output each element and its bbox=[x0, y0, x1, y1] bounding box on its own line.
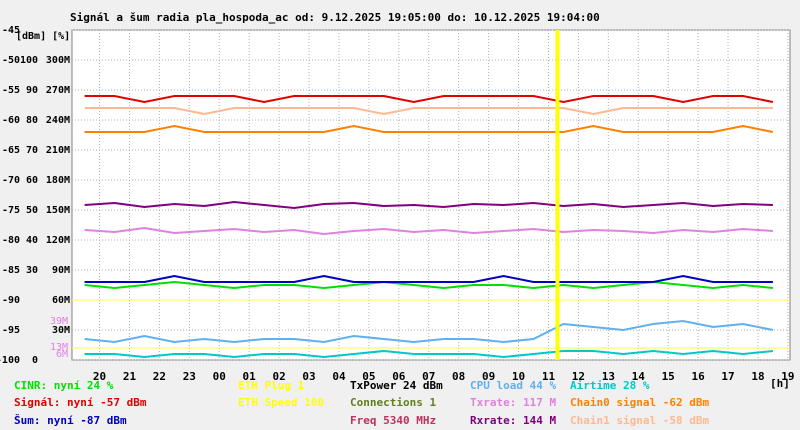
y2-tick-label: 90 bbox=[26, 85, 38, 96]
y2-tick-label: 70 bbox=[26, 145, 38, 156]
rate-annotation: 39M bbox=[50, 316, 68, 327]
x-tick-label: 05 bbox=[362, 370, 375, 383]
legend-info: ETH Plug 1 bbox=[238, 379, 305, 392]
y3-tick-label: 150M bbox=[46, 205, 70, 216]
legend-entry: CINR: nyní 24 % bbox=[14, 379, 114, 392]
series-line bbox=[84, 349, 773, 359]
y-tick-label: -85 bbox=[2, 265, 20, 276]
y3-tick-label: 60M bbox=[52, 295, 70, 306]
legend-entry: Chain0 signal -62 dBm bbox=[570, 396, 709, 409]
x-tick-label: 15 bbox=[662, 370, 675, 383]
y-unit-label: [dBm] [%] bbox=[16, 31, 70, 42]
y-tick-label: -95 bbox=[2, 325, 20, 336]
x-tick-label: 19 bbox=[781, 370, 794, 383]
y2-tick-label: 80 bbox=[26, 115, 38, 126]
legend-info: ETH Speed 100 bbox=[238, 396, 324, 409]
y-tick-label: -90 bbox=[2, 295, 20, 306]
legend-info: Freq 5340 MHz bbox=[350, 414, 436, 427]
legend-entry: Txrate: 117 M bbox=[470, 396, 556, 409]
y-tick-label: -70 bbox=[2, 175, 20, 186]
y2-tick-label: 50 bbox=[26, 205, 38, 216]
x-tick-label: 17 bbox=[721, 370, 734, 383]
x-tick-label: 07 bbox=[422, 370, 435, 383]
legend-entry: Airtime 28 % bbox=[570, 379, 650, 392]
legend-info: TxPower 24 dBm bbox=[350, 379, 443, 392]
y2-tick-label: 60 bbox=[26, 175, 38, 186]
x-tick-label: 12 bbox=[572, 370, 585, 383]
x-tick-label: 01 bbox=[243, 370, 257, 383]
y3-tick-label: 90M bbox=[52, 265, 70, 276]
legend-entry: Chain1 signal -58 dBm bbox=[570, 414, 709, 427]
y-tick-label: -65 bbox=[2, 145, 20, 156]
x-tick-label: 00 bbox=[213, 370, 226, 383]
x-tick-label: 03 bbox=[302, 370, 315, 383]
y2-tick-label: 100 bbox=[20, 55, 38, 66]
series-line bbox=[84, 280, 773, 290]
y-tick-label: -75 bbox=[2, 205, 20, 216]
series-line bbox=[84, 95, 774, 104]
x-tick-label: 11 bbox=[542, 370, 556, 383]
y3-tick-label: 30M bbox=[52, 325, 70, 336]
legend-entry: Šum: nyní -87 dBm bbox=[14, 414, 127, 427]
series-line bbox=[84, 319, 774, 344]
y3-tick-label: 180M bbox=[46, 175, 70, 186]
y3-tick-label: 240M bbox=[46, 115, 70, 126]
y2-tick-label: 0 bbox=[32, 355, 38, 366]
legend-entry: CPU load 44 % bbox=[470, 379, 556, 392]
series-line bbox=[84, 200, 773, 210]
y3-tick-label: 120M bbox=[46, 235, 70, 246]
y3-tick-label: 300M bbox=[46, 55, 70, 66]
y-tick-label: -50 bbox=[2, 55, 20, 66]
y-tick-label: -60 bbox=[2, 115, 20, 126]
y-tick-label: -100 bbox=[0, 355, 20, 366]
x-tick-label: 04 bbox=[332, 370, 346, 383]
series-line bbox=[84, 226, 773, 236]
legend-info: Connections 1 bbox=[350, 396, 436, 409]
y2-tick-label: 40 bbox=[26, 235, 38, 246]
y-tick-label: -80 bbox=[2, 235, 20, 246]
x-tick-label: 23 bbox=[183, 370, 196, 383]
x-tick-label: 10 bbox=[512, 370, 525, 383]
series-line bbox=[84, 107, 773, 116]
x-tick-label: 21 bbox=[123, 370, 137, 383]
series-line bbox=[84, 124, 774, 133]
rate-annotation: 13M bbox=[50, 342, 68, 353]
x-tick-label: 14 bbox=[632, 370, 646, 383]
x-tick-label: 13 bbox=[602, 370, 615, 383]
chart-title: Signál a šum radia pla_hospoda_ac od: 9.… bbox=[70, 11, 600, 24]
legend-entry: Signál: nyní -57 dBm bbox=[14, 396, 147, 409]
plot-area bbox=[71, 29, 791, 361]
rate-annotation: 6M bbox=[56, 349, 68, 360]
x-tick-label: 22 bbox=[153, 370, 166, 383]
x-unit-label: [h] bbox=[770, 377, 790, 390]
legend-entry: Rxrate: 144 M bbox=[470, 414, 556, 427]
x-tick-label: 20 bbox=[93, 370, 106, 383]
y3-tick-label: 270M bbox=[46, 85, 70, 96]
x-tick-label: 06 bbox=[392, 370, 406, 383]
x-tick-label: 09 bbox=[482, 370, 495, 383]
y-tick-label: -45 bbox=[2, 25, 20, 36]
x-tick-label: 18 bbox=[751, 370, 764, 383]
y2-tick-label: 30 bbox=[26, 265, 38, 276]
y-tick-label: -55 bbox=[2, 85, 20, 96]
x-tick-label: 08 bbox=[452, 370, 465, 383]
x-tick-label: 02 bbox=[272, 370, 285, 383]
y3-tick-label: 210M bbox=[46, 145, 70, 156]
x-tick-label: 16 bbox=[691, 370, 705, 383]
series-line bbox=[84, 274, 773, 283]
